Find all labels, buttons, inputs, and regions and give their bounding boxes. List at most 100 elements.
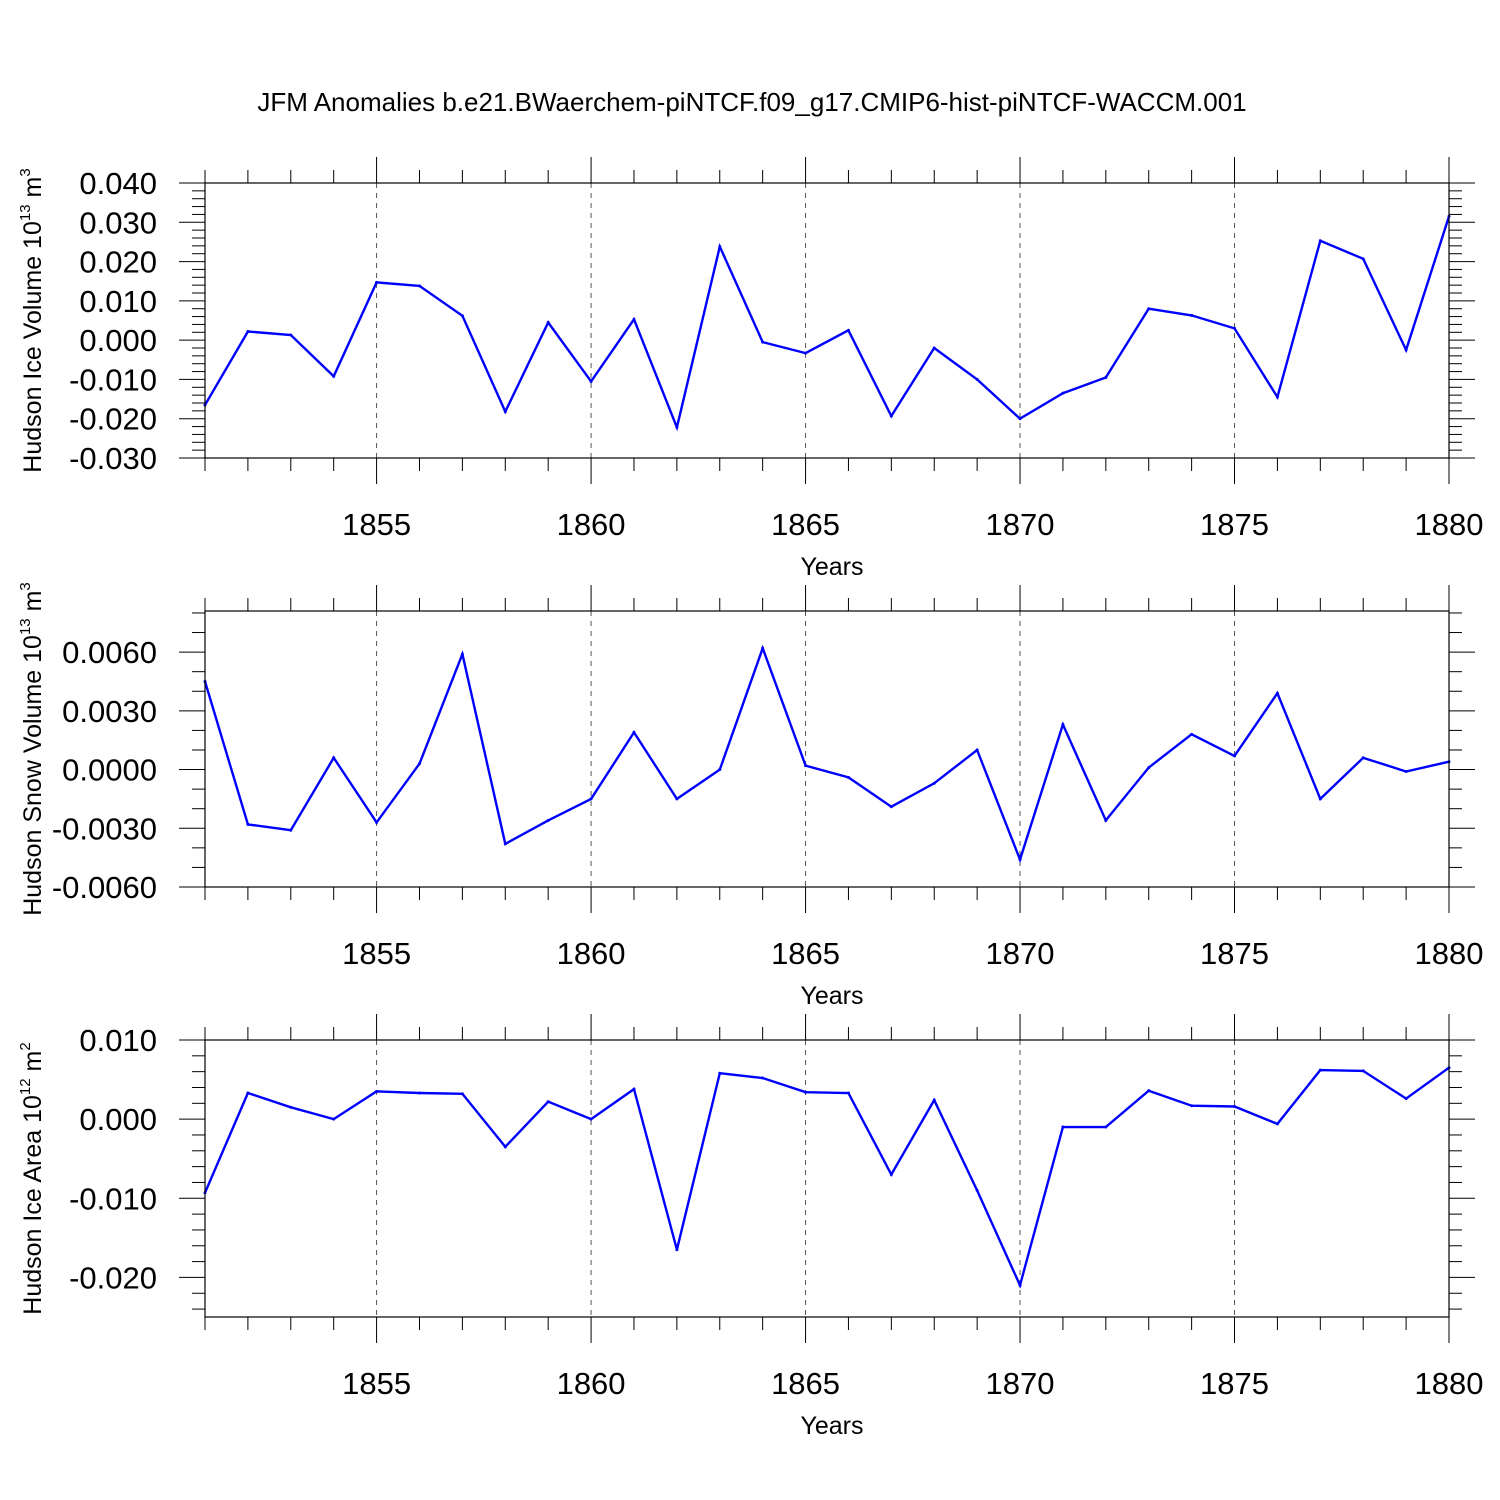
data-point	[632, 317, 636, 321]
data-point	[718, 1071, 722, 1075]
data-point	[975, 377, 979, 381]
y-tick-label: 0.010	[79, 284, 157, 319]
data-point	[761, 340, 765, 344]
data-point	[417, 284, 421, 288]
data-point	[503, 842, 507, 846]
data-point	[332, 1117, 336, 1121]
data-point	[1147, 1089, 1151, 1093]
data-point	[589, 1117, 593, 1121]
data-point	[1104, 375, 1108, 379]
data-point	[932, 346, 936, 350]
data-point	[632, 730, 636, 734]
data-point	[889, 1173, 893, 1177]
data-point	[675, 1248, 679, 1252]
plot-frame	[204, 610, 1450, 888]
x-axis-title: Years	[800, 553, 863, 581]
y-tick-label: -0.0030	[52, 811, 157, 846]
y-tick-label: -0.0060	[52, 870, 157, 905]
y-tick-label: 0.0000	[62, 753, 157, 788]
x-axis-title: Years	[800, 982, 863, 1010]
data-point	[1275, 395, 1279, 399]
x-tick-label: 1855	[342, 507, 411, 542]
data-point	[1018, 1283, 1022, 1287]
data-point	[1361, 1069, 1365, 1073]
data-point	[804, 351, 808, 355]
data-point	[246, 822, 250, 826]
y-tick-label: 0.0060	[62, 635, 157, 670]
series-line	[203, 1066, 1450, 1289]
x-axis-title: Years	[800, 1412, 863, 1440]
data-point	[1404, 348, 1408, 352]
data-point	[804, 764, 808, 768]
data-point	[246, 330, 250, 333]
data-point	[761, 1076, 765, 1080]
data-point	[889, 414, 893, 418]
y-tick-label: 0.0030	[62, 694, 157, 729]
x-tick-label: 1865	[771, 507, 840, 542]
data-point	[889, 805, 893, 809]
data-point	[846, 328, 850, 332]
data-point	[932, 1098, 936, 1102]
data-point	[975, 748, 979, 752]
x-tick-label: 1865	[771, 936, 840, 971]
data-point	[1147, 307, 1151, 311]
data-point	[417, 1091, 421, 1095]
data-point	[375, 820, 379, 824]
y-tick-label: 0.000	[79, 1102, 157, 1137]
x-tick-label: 1860	[557, 936, 626, 971]
x-tick-label: 1880	[1415, 1366, 1484, 1401]
data-point	[289, 1105, 293, 1109]
y-axis-title: Hudson Snow Volume 1013 m3	[17, 582, 47, 916]
plot-frame	[204, 1039, 1450, 1318]
x-tick-label: 1870	[986, 936, 1055, 971]
data-point	[1104, 818, 1108, 822]
y-tick-label: 0.040	[79, 166, 157, 201]
y-tick-label: -0.020	[69, 402, 157, 437]
data-point	[1361, 257, 1365, 261]
data-point	[761, 646, 765, 650]
data-point	[1147, 766, 1151, 770]
data-point	[375, 1089, 379, 1093]
y-tick-label: -0.010	[69, 1181, 157, 1216]
series-line	[203, 216, 1451, 432]
y-tick-label: -0.010	[69, 362, 157, 397]
data-point	[932, 781, 936, 785]
data-point	[1404, 770, 1408, 774]
x-tick-label: 1860	[557, 507, 626, 542]
x-tick-label: 1875	[1200, 507, 1269, 542]
data-point	[1190, 313, 1194, 317]
data-point	[375, 280, 379, 284]
x-tick-label: 1855	[342, 1366, 411, 1401]
panel-snow-volume: -0.0060 -0.0030 0.0000 0.0030 0.0060 1855 1860…	[17, 582, 1483, 1010]
data-point	[675, 797, 679, 801]
data-point	[332, 756, 336, 760]
data-point	[460, 314, 464, 318]
data-point	[332, 374, 336, 378]
data-point	[1404, 1097, 1408, 1101]
data-point	[460, 652, 464, 656]
data-point	[546, 818, 550, 822]
data-point	[1061, 723, 1065, 727]
y-tick-label: 0.000	[79, 323, 157, 358]
panel-ice-volume: -0.030 -0.020 -0.010 0.000 0.010 0.020 0.030 0.…	[17, 157, 1483, 581]
data-point	[1233, 1104, 1237, 1108]
data-point	[1104, 1125, 1108, 1129]
data-point	[1233, 754, 1237, 758]
data-point	[1061, 391, 1065, 395]
data-point	[1318, 797, 1322, 801]
data-point	[804, 1090, 808, 1094]
y-tick-label: 0.010	[79, 1023, 157, 1058]
data-point	[1318, 239, 1322, 243]
data-point	[289, 333, 293, 337]
data-point	[1190, 1104, 1194, 1108]
data-point	[546, 320, 550, 324]
x-tick-label: 1870	[986, 1366, 1055, 1401]
series-line	[203, 644, 1450, 864]
panel-ice-area: -0.020 -0.010 0.000 0.010 1855 1860 1865 1870 18…	[17, 1014, 1483, 1440]
data-point	[1018, 858, 1022, 862]
data-point	[503, 1145, 507, 1149]
data-point	[246, 1091, 250, 1095]
data-point	[1018, 417, 1022, 421]
data-point	[1318, 1068, 1322, 1072]
x-tick-label: 1855	[342, 936, 411, 971]
